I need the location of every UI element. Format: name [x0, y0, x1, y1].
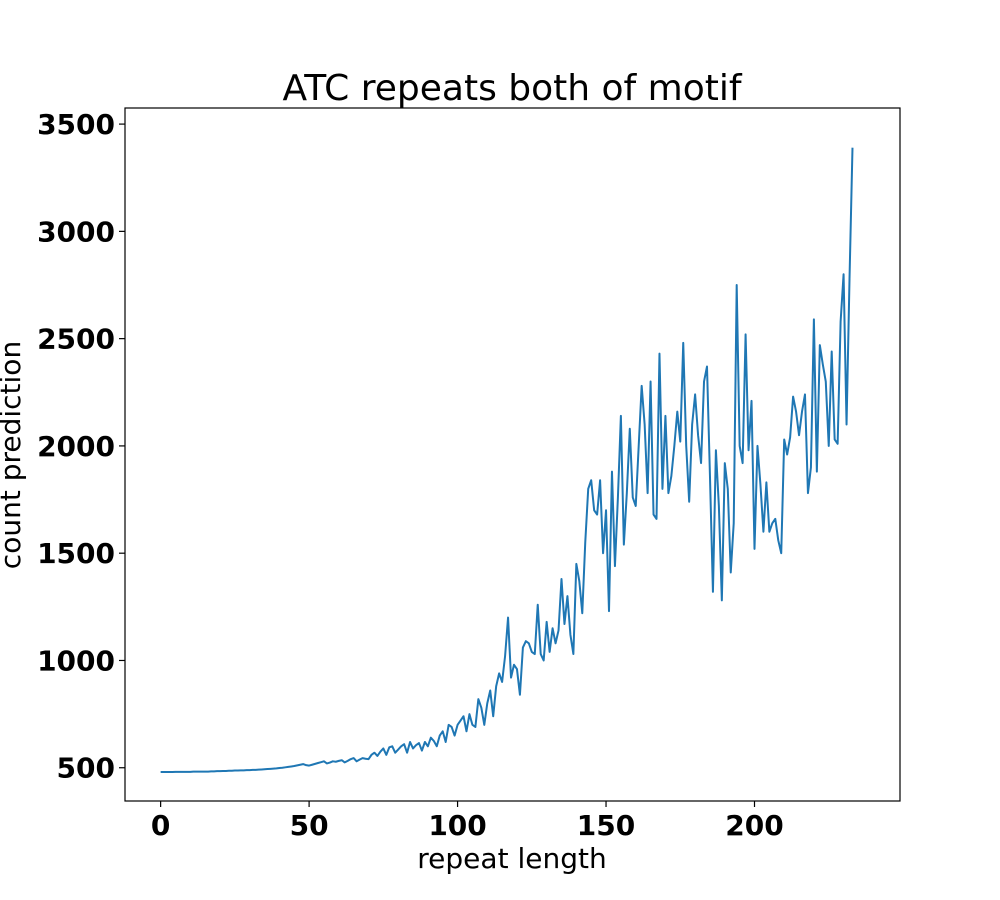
y-tick-label: 1000	[37, 644, 115, 677]
y-tick-label: 2500	[37, 323, 115, 356]
series-line	[160, 147, 854, 774]
x-tick-label: 0	[151, 809, 170, 842]
y-tick-label: 2000	[37, 430, 115, 463]
y-axis: 500 1000 1500 2000 2500 3000 3500	[37, 108, 125, 785]
y-axis-label: count prediction	[0, 341, 27, 569]
y-tick-label: 1500	[37, 537, 115, 570]
x-tick-label: 200	[725, 809, 783, 842]
x-tick-label: 100	[428, 809, 486, 842]
x-tick-label: 150	[577, 809, 635, 842]
x-tick-label: 50	[290, 809, 329, 842]
y-tick-label: 3500	[37, 108, 115, 141]
y-tick-label: 500	[57, 752, 115, 785]
y-tick-label: 3000	[37, 215, 115, 248]
x-axis-label: repeat length	[417, 842, 606, 875]
x-axis: 0 50 100 150 200	[151, 801, 784, 842]
plot-frame	[124, 107, 901, 802]
plot-area	[124, 107, 901, 802]
chart-title: ATC repeats both of motif	[282, 68, 742, 109]
